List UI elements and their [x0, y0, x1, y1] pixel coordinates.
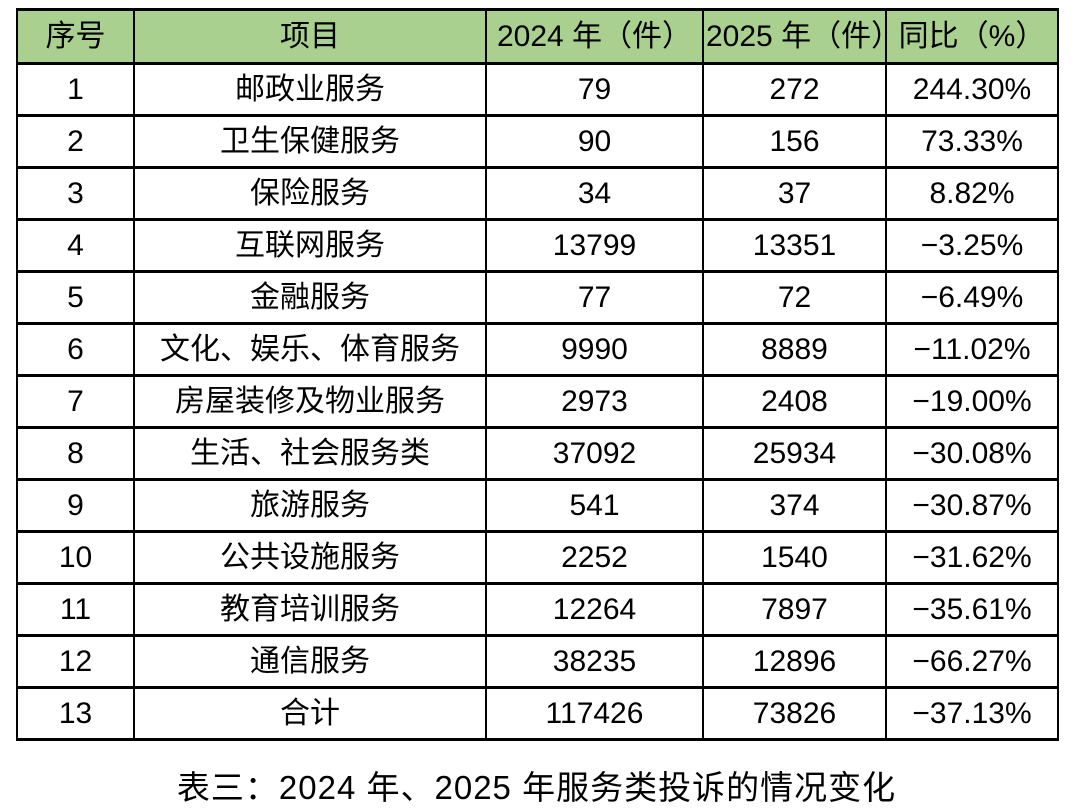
item-name-cell: 文化、娱乐、体育服务	[133, 322, 487, 377]
yoy-cell: −66.27%	[885, 634, 1059, 689]
table-row: 8 生活、社会服务类 37092 25934 −30.08%	[16, 426, 1059, 481]
header-cell-yoy: 同比（%）	[885, 8, 1059, 65]
yoy-cell: 8.82%	[885, 166, 1059, 221]
index-cell: 12	[16, 634, 135, 689]
complaints-table: 序号 项目 2024 年（件） 2025 年（件） 同比（%） 1 邮政业服务 79 272 2…	[16, 8, 1059, 741]
index-cell: 7	[16, 374, 135, 429]
value-2025-cell: 374	[702, 478, 887, 533]
yoy-cell: −6.49%	[885, 270, 1059, 325]
yoy-cell: −30.08%	[885, 426, 1059, 481]
item-name-cell: 教育培训服务	[133, 582, 487, 637]
value-2024-cell: 12264	[485, 582, 704, 637]
index-cell: 11	[16, 582, 135, 637]
table-row: 1 邮政业服务 79 272 244.30%	[16, 62, 1059, 117]
value-2025-cell: 1540	[702, 530, 887, 585]
table-container: 序号 项目 2024 年（件） 2025 年（件） 同比（%） 1 邮政业服务 79 272 2…	[16, 8, 1059, 809]
value-2024-cell: 541	[485, 478, 704, 533]
index-cell: 5	[16, 270, 135, 325]
table-caption: 表三：2024 年、2025 年服务类投诉的情况变化	[176, 769, 897, 806]
index-cell: 9	[16, 478, 135, 533]
item-name-cell: 房屋装修及物业服务	[133, 374, 487, 429]
value-2025-cell: 7897	[702, 582, 887, 637]
table-row: 11 教育培训服务 12264 7897 −35.61%	[16, 582, 1059, 637]
table-row: 4 互联网服务 13799 13351 −3.25%	[16, 218, 1059, 273]
yoy-cell: −31.62%	[885, 530, 1059, 585]
item-name-cell: 邮政业服务	[133, 62, 487, 117]
index-cell: 1	[16, 62, 135, 117]
table-row: 5 金融服务 77 72 −6.49%	[16, 270, 1059, 325]
value-2025-cell: 156	[702, 114, 887, 169]
table-row: 2 卫生保健服务 90 156 73.33%	[16, 114, 1059, 169]
item-name-cell: 卫生保健服务	[133, 114, 487, 169]
index-cell: 4	[16, 218, 135, 273]
item-name-cell: 公共设施服务	[133, 530, 487, 585]
header-cell-2025: 2025 年（件）	[702, 8, 887, 65]
value-2024-cell: 13799	[485, 218, 704, 273]
value-2025-cell: 12896	[702, 634, 887, 689]
yoy-cell: −11.02%	[885, 322, 1059, 377]
header-row: 序号 项目 2024 年（件） 2025 年（件） 同比（%）	[16, 8, 1059, 65]
item-name-cell: 旅游服务	[133, 478, 487, 533]
table-row: 9 旅游服务 541 374 −30.87%	[16, 478, 1059, 533]
value-2025-cell: 8889	[702, 322, 887, 377]
yoy-cell: 244.30%	[885, 62, 1059, 117]
yoy-cell: −30.87%	[885, 478, 1059, 533]
item-name-cell: 互联网服务	[133, 218, 487, 273]
index-cell: 10	[16, 530, 135, 585]
table-row: 7 房屋装修及物业服务 2973 2408 −19.00%	[16, 374, 1059, 429]
value-2024-cell: 77	[485, 270, 704, 325]
index-cell: 3	[16, 166, 135, 221]
yoy-cell: −35.61%	[885, 582, 1059, 637]
index-cell: 13	[16, 686, 135, 741]
header-cell-2024: 2024 年（件）	[485, 8, 704, 65]
item-name-cell: 保险服务	[133, 166, 487, 221]
item-name-cell: 生活、社会服务类	[133, 426, 487, 481]
value-2024-cell: 79	[485, 62, 704, 117]
value-2024-cell: 9990	[485, 322, 704, 377]
item-name-cell: 合计	[133, 686, 487, 741]
value-2024-cell: 2973	[485, 374, 704, 429]
value-2025-cell: 2408	[702, 374, 887, 429]
item-name-cell: 通信服务	[133, 634, 487, 689]
value-2024-cell: 90	[485, 114, 704, 169]
value-2024-cell: 38235	[485, 634, 704, 689]
item-name-cell: 金融服务	[133, 270, 487, 325]
value-2025-cell: 72	[702, 270, 887, 325]
value-2024-cell: 117426	[485, 686, 704, 741]
yoy-cell: 73.33%	[885, 114, 1059, 169]
yoy-cell: −19.00%	[885, 374, 1059, 429]
header-cell-item: 项目	[133, 8, 487, 65]
yoy-cell: −3.25%	[885, 218, 1059, 273]
value-2024-cell: 37092	[485, 426, 704, 481]
value-2025-cell: 37	[702, 166, 887, 221]
yoy-cell: −37.13%	[885, 686, 1059, 741]
index-cell: 6	[16, 322, 135, 377]
index-cell: 8	[16, 426, 135, 481]
table-row: 13 合计 117426 73826 −37.13%	[16, 686, 1059, 741]
table-row: 3 保险服务 34 37 8.82%	[16, 166, 1059, 221]
table-row: 12 通信服务 38235 12896 −66.27%	[16, 634, 1059, 689]
value-2025-cell: 13351	[702, 218, 887, 273]
value-2025-cell: 272	[702, 62, 887, 117]
table-row: 10 公共设施服务 2252 1540 −31.62%	[16, 530, 1059, 585]
table-row: 6 文化、娱乐、体育服务 9990 8889 −11.02%	[16, 322, 1059, 377]
value-2025-cell: 25934	[702, 426, 887, 481]
header-cell-index: 序号	[16, 8, 135, 65]
index-cell: 2	[16, 114, 135, 169]
value-2025-cell: 73826	[702, 686, 887, 741]
value-2024-cell: 34	[485, 166, 704, 221]
value-2024-cell: 2252	[485, 530, 704, 585]
